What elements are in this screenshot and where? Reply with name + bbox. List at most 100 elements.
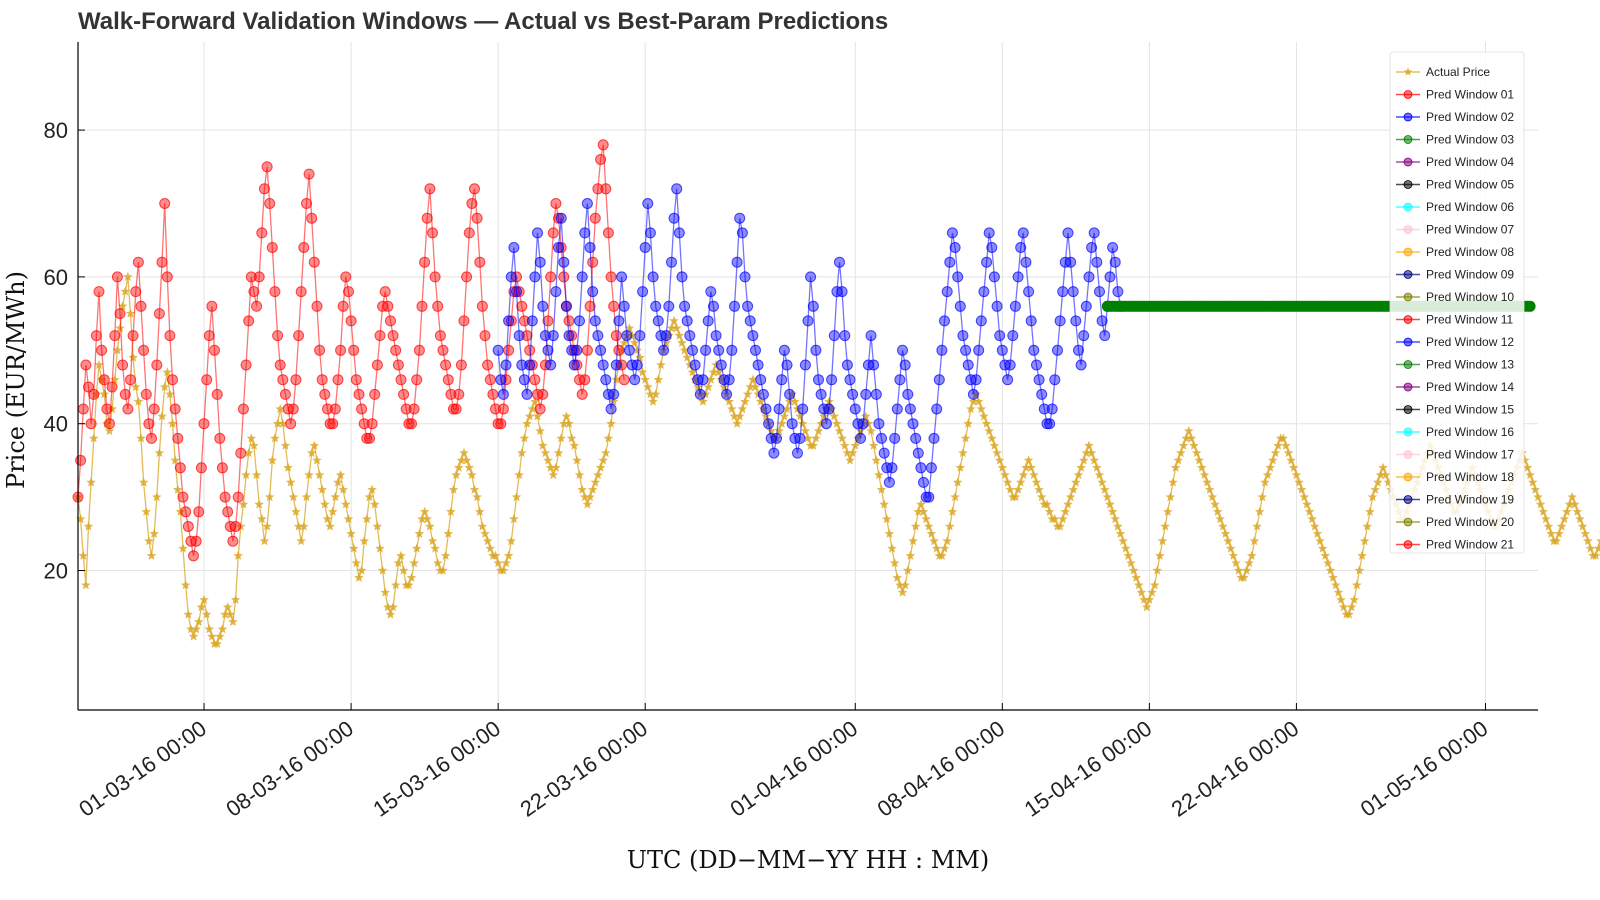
data-point [992, 448, 1002, 458]
data-point [844, 374, 856, 386]
legend-label: Pred Window 21 [1426, 538, 1514, 552]
data-point [870, 388, 882, 400]
legend-entry: Pred Window 09 [1396, 268, 1514, 282]
data-point [979, 411, 989, 421]
data-point [1020, 256, 1032, 268]
data-point [1212, 506, 1223, 516]
data-point [85, 418, 97, 430]
data-point [1202, 477, 1212, 487]
data-point [952, 271, 964, 283]
data-point [1286, 455, 1296, 465]
data-point [238, 499, 249, 509]
data-point [1333, 587, 1344, 597]
data-point [632, 345, 643, 355]
data-point [624, 323, 635, 333]
data-point [585, 492, 595, 502]
data-point [1160, 521, 1170, 531]
x-tick-label: 08-03-16 00:00 [221, 716, 358, 822]
data-point [170, 455, 180, 465]
data-point [1535, 499, 1546, 509]
data-point [1362, 521, 1373, 531]
data-point [708, 367, 719, 377]
data-point [285, 418, 297, 430]
data-point [332, 374, 344, 386]
data-point [249, 440, 259, 450]
data-point [1015, 477, 1026, 487]
data-point [1554, 528, 1564, 538]
data-point [320, 499, 330, 509]
data-point [727, 404, 737, 414]
data-point [503, 550, 514, 560]
data-point [878, 447, 890, 459]
data-point [301, 198, 312, 209]
data-point [316, 374, 328, 386]
data-point [1057, 286, 1069, 298]
data-point [314, 470, 325, 480]
data-point [1163, 506, 1173, 516]
data-point [623, 344, 635, 356]
legend-marker [1403, 495, 1413, 504]
legend-entry: Pred Window 12 [1396, 335, 1514, 349]
data-point [539, 330, 551, 342]
data-point [899, 359, 911, 371]
data-point [736, 227, 748, 239]
data-point [946, 227, 958, 239]
data-point [942, 536, 952, 546]
data-point [1165, 492, 1176, 502]
x-tick-label: 01-04-16 00:00 [726, 716, 863, 822]
data-point [750, 382, 761, 392]
data-point [802, 315, 814, 327]
data-point [1302, 499, 1312, 509]
data-point [1352, 580, 1362, 590]
data-point [883, 476, 895, 488]
data-point [799, 359, 811, 371]
data-point [312, 455, 322, 465]
data-point [138, 344, 150, 356]
data-point [1170, 462, 1181, 472]
data-point [929, 536, 939, 546]
data-point [257, 514, 267, 524]
legend-marker [1403, 247, 1413, 257]
data-point [1042, 499, 1052, 509]
data-point [1010, 492, 1021, 502]
data-point [693, 382, 703, 392]
data-point [610, 359, 622, 371]
legend-label: Pred Window 06 [1426, 200, 1514, 214]
data-point [876, 432, 887, 444]
data-point [240, 359, 252, 371]
data-point [559, 418, 569, 428]
data-point [648, 396, 658, 406]
data-point [1205, 484, 1215, 494]
data-point [587, 484, 598, 494]
data-point [563, 330, 575, 342]
data-point [581, 198, 593, 209]
data-point [140, 388, 152, 400]
data-point [319, 388, 331, 400]
data-point [262, 521, 272, 531]
legend-label: Pred Window 18 [1426, 470, 1514, 484]
data-point [517, 448, 527, 458]
data-point [1029, 470, 1039, 480]
data-point [1312, 528, 1323, 538]
data-point [1354, 565, 1365, 575]
data-point [450, 403, 462, 415]
data-point [182, 521, 194, 532]
data-point [324, 418, 336, 430]
data-point [461, 271, 473, 283]
data-point [991, 300, 1003, 312]
data-point [290, 374, 302, 386]
data-point [1034, 484, 1044, 494]
data-point [194, 616, 204, 626]
data-point [245, 271, 257, 283]
data-point [1323, 558, 1333, 568]
data-point [1139, 594, 1149, 604]
data-point [842, 448, 853, 458]
data-point [437, 344, 449, 356]
data-point [640, 374, 650, 384]
data-point [314, 344, 326, 356]
data-point [122, 403, 134, 415]
data-point [947, 506, 958, 516]
data-point [1075, 359, 1087, 371]
data-point [619, 338, 629, 347]
data-point [1021, 462, 1031, 472]
